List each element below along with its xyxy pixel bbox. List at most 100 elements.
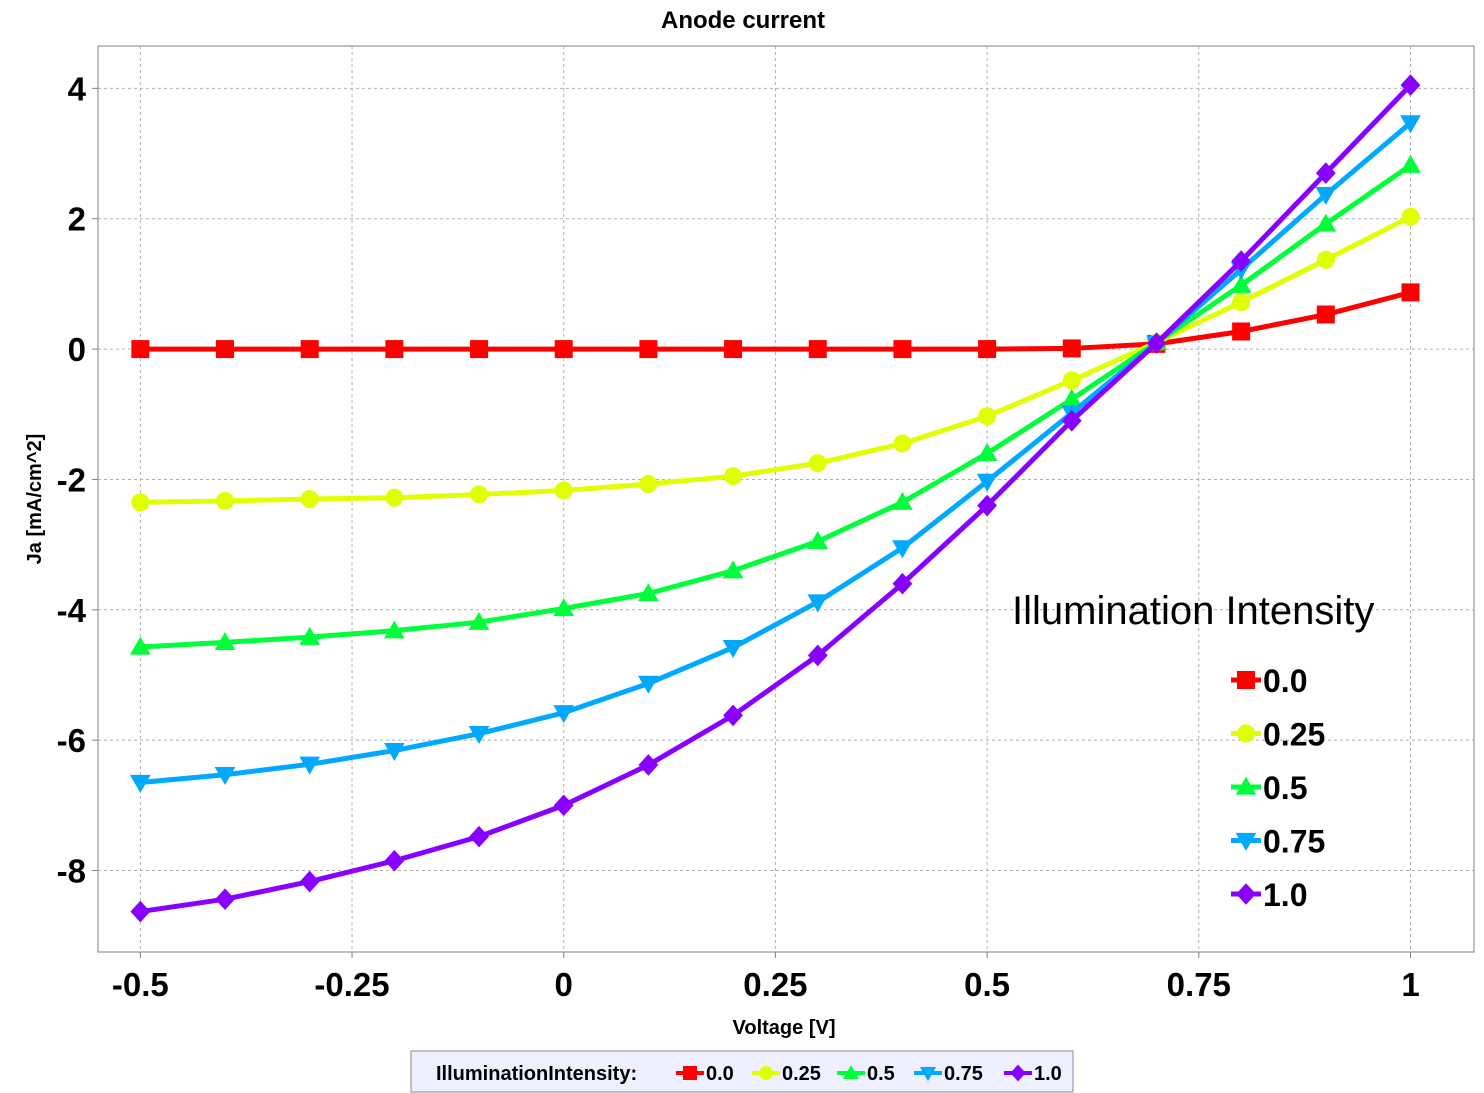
data-point — [978, 340, 997, 359]
y-tick-label: -4 — [57, 592, 87, 629]
series-1.0 — [130, 74, 1421, 923]
data-point — [1400, 154, 1421, 173]
data-point — [385, 488, 404, 507]
data-point — [1400, 115, 1421, 134]
data-point — [131, 340, 150, 359]
legend-marker — [1010, 1064, 1026, 1082]
inline-legend-label: 1.0 — [1263, 877, 1307, 913]
data-point — [1315, 213, 1337, 232]
data-point — [470, 340, 489, 359]
data-point — [384, 849, 405, 872]
data-point — [1230, 274, 1252, 293]
data-point — [1401, 283, 1420, 302]
data-point — [892, 540, 913, 559]
data-point — [553, 598, 575, 617]
series-group — [129, 74, 1421, 923]
data-point — [1061, 409, 1082, 432]
y-tick-label: 4 — [68, 70, 87, 107]
data-point — [384, 742, 405, 761]
x-tick-label: -0.5 — [112, 966, 169, 1003]
data-point — [638, 675, 659, 694]
data-point — [639, 340, 658, 359]
data-point — [468, 725, 490, 744]
data-point — [299, 756, 321, 775]
data-point — [638, 754, 659, 776]
series-0.0 — [131, 283, 1420, 359]
data-point — [893, 434, 912, 453]
data-point — [216, 491, 235, 510]
data-point — [1400, 74, 1421, 96]
x-tick-label: 0 — [555, 966, 573, 1003]
series-line — [140, 121, 1413, 786]
data-point — [1062, 371, 1081, 390]
data-point — [468, 611, 490, 630]
y-tick-label: 0 — [68, 331, 86, 368]
data-point — [384, 620, 405, 639]
inline-legend-label: 0.0 — [1263, 663, 1307, 699]
data-point — [723, 704, 743, 727]
data-point — [553, 794, 574, 817]
data-point — [300, 490, 319, 508]
x-tick-label: 0.25 — [743, 966, 807, 1003]
series-0.5 — [129, 154, 1421, 655]
data-point — [1316, 250, 1335, 269]
series-line — [140, 214, 1412, 505]
data-point — [1232, 293, 1251, 312]
data-point — [1315, 186, 1337, 205]
data-point — [807, 594, 829, 613]
inline-legend-label: 0.75 — [1263, 824, 1325, 860]
data-point — [131, 493, 150, 512]
x-tick-label: 1 — [1401, 966, 1419, 1003]
data-point — [724, 467, 743, 486]
inline-legend-marker — [1235, 832, 1257, 851]
legend-title: IlluminationIntensity: — [436, 1063, 637, 1085]
x-tick-label: 0.5 — [964, 966, 1010, 1003]
data-point — [553, 705, 575, 724]
x-tick-label: 0.75 — [1167, 966, 1231, 1003]
data-point — [808, 340, 827, 359]
data-point — [977, 494, 998, 517]
y-tick-label: 2 — [68, 201, 86, 238]
y-axis-label: Ja [mA/cm^2] — [24, 434, 46, 565]
data-point — [722, 639, 744, 658]
inline-legend-marker — [1236, 883, 1256, 905]
data-point — [638, 583, 659, 602]
y-tick-label: -8 — [57, 853, 86, 890]
data-point — [130, 900, 151, 923]
data-point — [1061, 388, 1083, 407]
data-point — [976, 443, 998, 462]
data-point — [639, 475, 658, 494]
data-point — [129, 636, 151, 655]
bottom-legend: IlluminationIntensity: 0.0 0.25 0.5 0.75 1.0 — [410, 1050, 1074, 1093]
series-0.75 — [129, 115, 1421, 793]
data-point — [299, 870, 320, 893]
series-line — [140, 289, 1412, 352]
inline-legend-label: 0.25 — [1263, 717, 1325, 753]
legend-marker — [919, 1067, 937, 1082]
data-point — [807, 531, 829, 550]
legend-marker — [842, 1064, 860, 1079]
x-axis-label: Voltage [V] — [733, 1017, 836, 1039]
data-point — [978, 407, 997, 426]
legend-label: 1.0 — [1034, 1063, 1062, 1085]
data-point — [808, 454, 827, 473]
data-point — [1316, 305, 1335, 324]
data-point — [724, 340, 743, 359]
inline-legend-marker — [1235, 776, 1257, 795]
legend-box — [410, 1050, 1074, 1093]
data-point — [385, 340, 404, 359]
data-point — [892, 491, 913, 510]
data-point — [129, 774, 151, 793]
inline-legend-title: Illumination Intensity — [1012, 589, 1374, 633]
data-point — [893, 340, 912, 359]
x-axis-ticks: -0.5 -0.25 0 0.25 0.5 0.75 1 — [112, 952, 1420, 1003]
inline-legend-marker — [1237, 671, 1255, 689]
inline-legend-marker — [1237, 724, 1255, 743]
data-point — [1232, 322, 1251, 341]
data-point — [554, 340, 573, 359]
series-line — [140, 163, 1412, 650]
data-point — [1062, 339, 1081, 358]
data-point — [299, 626, 321, 645]
series-line — [139, 83, 1413, 915]
